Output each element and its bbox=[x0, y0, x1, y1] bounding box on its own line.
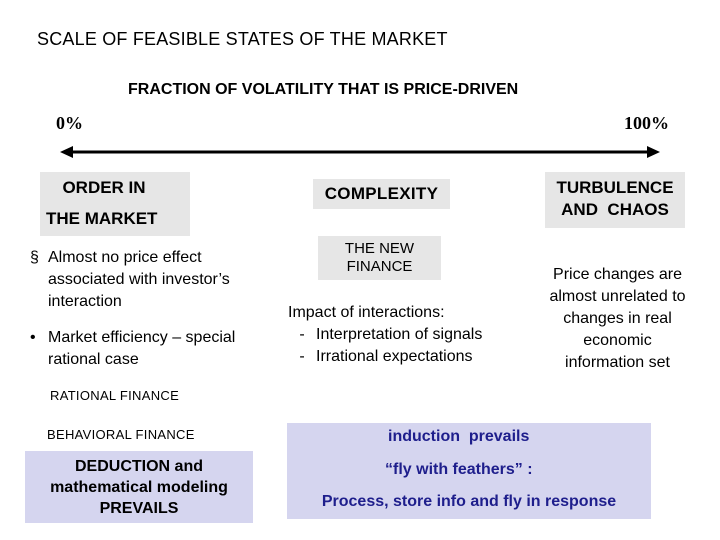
turbulence-heading-line1: TURBULENCE bbox=[556, 178, 674, 197]
process-line: Process, store info and fly in response bbox=[321, 493, 617, 510]
new-finance-box bbox=[318, 236, 441, 280]
complexity-heading: COMPLEXITY bbox=[324, 184, 439, 203]
list-item: § Almost no price effect associated with… bbox=[30, 247, 245, 313]
scale-left-label: 0% bbox=[56, 113, 83, 133]
deduction-text: DEDUCTION and mathematical modeling PREV… bbox=[50, 458, 228, 517]
page-title: SCALE OF FEASIBLE STATES OF THE MARKET bbox=[37, 29, 448, 49]
order-heading-box bbox=[40, 172, 190, 236]
dash-bullet-icon: - bbox=[299, 348, 305, 365]
induction-line: induction prevails bbox=[388, 428, 530, 445]
new-finance-label: THE NEW FINANCE bbox=[344, 240, 415, 275]
scale-double-arrow bbox=[60, 146, 660, 158]
dot-bullet-icon: • bbox=[30, 329, 36, 346]
fly-line: “fly with feathers” : bbox=[385, 461, 533, 478]
deduction-box bbox=[25, 451, 253, 523]
list-item: - Irrational expectations bbox=[288, 346, 493, 368]
bullet-text: Market efficiency – special rational cas… bbox=[48, 329, 236, 368]
impact-title: Impact of interactions: bbox=[288, 304, 445, 321]
impact-item-text: Interpretation of signals bbox=[316, 326, 483, 343]
section-bullet-icon: § bbox=[30, 249, 39, 266]
induction-box bbox=[287, 423, 651, 519]
rational-finance-label: RATIONAL FINANCE bbox=[50, 388, 180, 403]
impact-item-text: Irrational expectations bbox=[316, 348, 473, 365]
behavioral-finance-label: BEHAVIORAL FINANCE bbox=[47, 427, 195, 442]
complexity-heading-box bbox=[313, 179, 450, 209]
dash-bullet-icon: - bbox=[299, 326, 305, 343]
list-item: • Market efficiency – special rational c… bbox=[30, 327, 245, 371]
scale-right-label: 100% bbox=[624, 113, 669, 133]
turbulence-heading-box bbox=[545, 172, 685, 228]
turbulence-description: Price changes are almost unrelated to ch… bbox=[549, 266, 686, 371]
list-item: - Interpretation of signals bbox=[288, 324, 493, 346]
impact-block: Impact of interactions: - Interpretation… bbox=[288, 302, 493, 368]
order-heading-line1: ORDER IN bbox=[62, 178, 146, 197]
bullet-text: Almost no price effect associated with i… bbox=[48, 249, 230, 310]
order-heading-line2: THE MARKET bbox=[46, 209, 158, 228]
turbulence-heading-line2: AND CHAOS bbox=[561, 200, 669, 219]
order-bullet-list: § Almost no price effect associated with… bbox=[30, 247, 245, 371]
scale-subtitle: FRACTION OF VOLATILITY THAT IS PRICE-DRI… bbox=[128, 81, 519, 98]
turbulence-heading: TURBULENCE AND CHAOS bbox=[545, 177, 685, 221]
